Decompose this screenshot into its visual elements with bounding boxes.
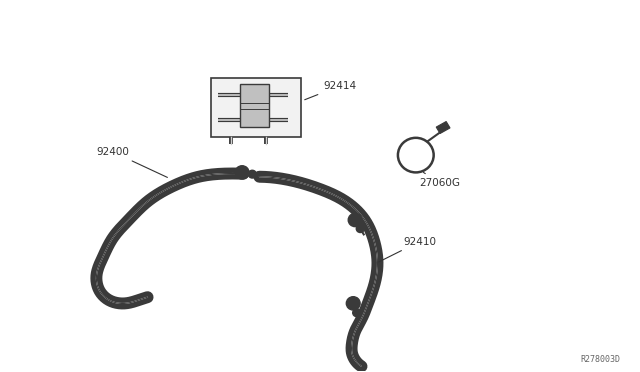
Text: 92400: 92400	[97, 147, 168, 177]
Circle shape	[356, 225, 364, 232]
Circle shape	[235, 166, 249, 179]
Text: 27060G: 27060G	[419, 172, 460, 188]
Circle shape	[348, 213, 362, 227]
Text: 92410: 92410	[379, 237, 436, 262]
Bar	[211, 78, 301, 137]
Circle shape	[248, 170, 256, 178]
Circle shape	[353, 309, 361, 317]
Bar	[436, 122, 450, 134]
Bar	[240, 84, 269, 127]
Circle shape	[346, 297, 360, 310]
Text: R278003D: R278003D	[580, 355, 620, 364]
Text: 92414: 92414	[305, 81, 356, 100]
